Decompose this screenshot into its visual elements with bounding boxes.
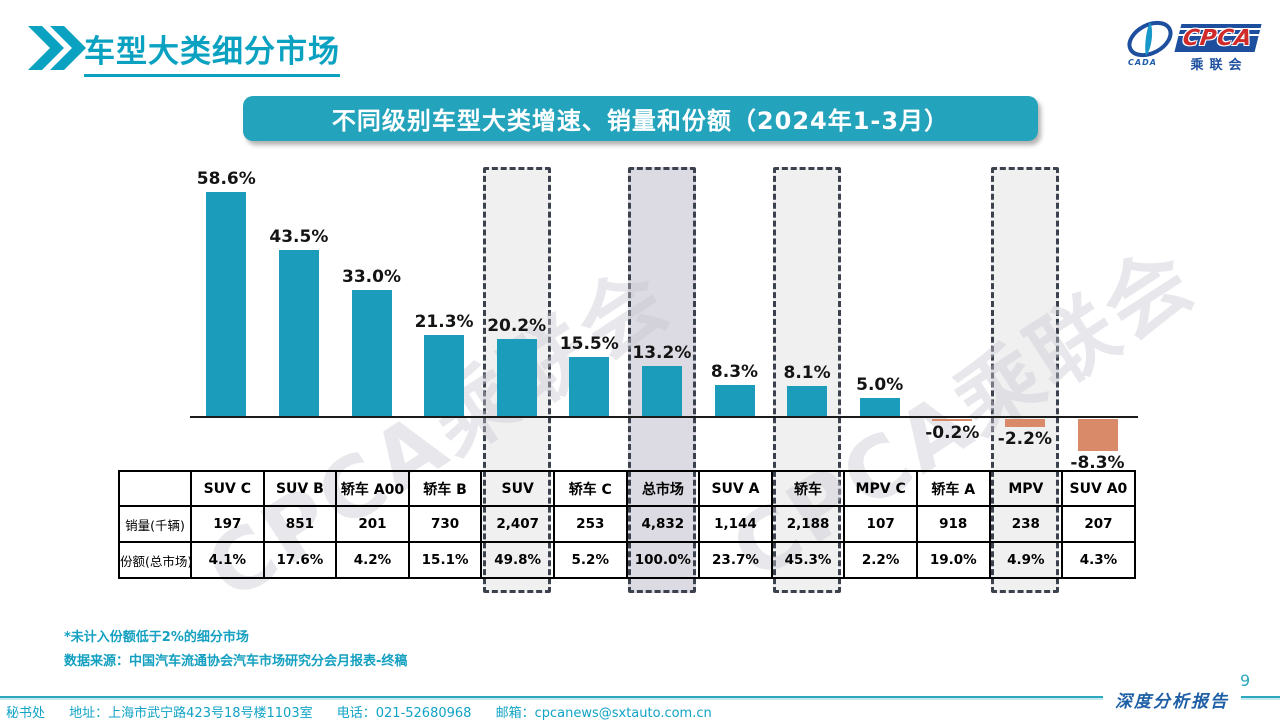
table-cell: 197 <box>190 505 265 543</box>
table-cell: 107 <box>843 505 918 543</box>
table-cell: 4,832 <box>625 505 701 543</box>
table-header-cell: 轿车 A <box>915 470 991 507</box>
footer-email[interactable]: 邮箱：cpcanews@sxtauto.com.cn <box>495 706 712 720</box>
bar <box>714 385 755 417</box>
cpca-label: CPCA <box>1181 25 1255 51</box>
table-header-cell: 轿车 C <box>552 470 628 507</box>
cpca-logo: CADA CPCA 乘联会 <box>1124 16 1262 73</box>
bar <box>932 419 973 421</box>
table-row-label: 销量(千辆) <box>118 505 192 543</box>
bar-value-label: 20.2% <box>487 316 547 337</box>
bar <box>641 366 682 417</box>
bar <box>206 191 247 417</box>
table-cell: 4.3% <box>1061 541 1136 579</box>
footer-secretariat: 秘书处 <box>6 706 46 720</box>
page-number: 9 <box>1240 671 1251 690</box>
data-source-note: 数据来源：中国汽车流通协会汽车市场研究分会月报表-终稿 <box>64 654 408 669</box>
bar-value-label: 33.0% <box>342 267 401 288</box>
table-header-cell: SUV B <box>262 470 338 507</box>
bar-value-label: 8.1% <box>783 362 831 383</box>
table-cell: 730 <box>407 505 483 543</box>
table-cell: 2.2% <box>843 541 918 579</box>
table-cell: 19.0% <box>915 541 991 579</box>
table-header-cell: SUV <box>480 470 555 507</box>
bar-value-label: 58.6% <box>196 168 256 189</box>
table-cell: 15.1% <box>407 541 483 579</box>
table-header-cell: SUV A0 <box>1061 470 1136 507</box>
table-cell: 5.2% <box>552 541 628 579</box>
x-axis-line <box>190 416 1138 418</box>
table-cell: 2,407 <box>480 505 555 543</box>
page-title: 车型大类细分市场 <box>84 26 340 77</box>
bar <box>787 385 828 417</box>
bar <box>278 249 319 417</box>
footnote: *未计入份额低于2%的细分市场 <box>64 630 249 645</box>
table-header-cell: 总市场 <box>625 470 701 507</box>
table-header-cell: 轿车 <box>770 470 846 507</box>
bar-value-label: 21.3% <box>414 312 474 333</box>
bar-value-label: 15.5% <box>559 334 619 355</box>
table-corner-cell <box>118 470 192 507</box>
report-type-label: 深度分析报告 <box>1103 687 1241 712</box>
table-cell: 851 <box>262 505 338 543</box>
bar-value-label: 5.0% <box>856 374 904 395</box>
bar-value-label: -0.2% <box>925 422 980 443</box>
table-cell: 201 <box>335 505 410 543</box>
table-row-label: 份额(总市场) <box>118 541 192 579</box>
table-header-cell: 轿车 A00 <box>335 470 410 507</box>
bar <box>569 357 610 417</box>
footer-contact: 秘书处 地址：上海市武宁路423号18号楼1103室 电话：021-526809… <box>6 702 732 720</box>
cpca-logo-ellipse-icon <box>1127 20 1173 58</box>
table-cell: 253 <box>552 505 628 543</box>
table-header-cell: SUV C <box>190 470 265 507</box>
segment-data-table: SUV C SUV B 轿车 A00 轿车 B SUV 轿车 C 总市场 SUV A 轿车 MPV… <box>118 470 1136 579</box>
table-cell: 238 <box>988 505 1064 543</box>
bar-value-label: 43.5% <box>269 226 329 247</box>
table-cell: 49.8% <box>480 541 555 579</box>
cpca-logo-band: CPCA <box>1174 24 1262 52</box>
cpca-chinese-label: 乘联会 <box>1190 58 1248 73</box>
bar <box>424 335 465 417</box>
table-cell: 2,188 <box>770 505 846 543</box>
table-cell: 17.6% <box>262 541 338 579</box>
bar <box>1004 419 1045 428</box>
bar <box>351 290 392 417</box>
footer-phone: 电话：021-52680968 <box>336 706 472 720</box>
table-header-cell: 轿车 B <box>407 470 483 507</box>
table-cell: 45.3% <box>770 541 846 579</box>
chart-title-banner: 不同级别车型大类增速、销量和份额（2024年1-3月） <box>243 96 1038 141</box>
bar-value-label: 8.3% <box>710 362 759 383</box>
bar <box>1077 419 1118 451</box>
bar <box>859 397 900 417</box>
table-cell: 4.9% <box>988 541 1064 579</box>
table-cell: 207 <box>1061 505 1136 543</box>
table-header-cell: MPV C <box>843 470 918 507</box>
bar <box>496 339 537 417</box>
table-cell: 4.1% <box>190 541 265 579</box>
table-cell: 23.7% <box>698 541 773 579</box>
table-cell: 1,144 <box>698 505 773 543</box>
table-cell: 4.2% <box>335 541 410 579</box>
table-header-cell: SUV A <box>698 470 773 507</box>
cada-label: CADA <box>1128 58 1157 67</box>
footer-divider <box>0 696 1280 698</box>
bar-value-label: -8.3% <box>1070 452 1125 473</box>
bar-value-label: -2.2% <box>997 429 1052 450</box>
table-header-cell: MPV <box>988 470 1064 507</box>
double-chevron-icon <box>28 26 86 70</box>
table-cell: 918 <box>915 505 991 543</box>
bar-value-label: 13.2% <box>632 343 692 364</box>
footer-address: 地址：上海市武宁路423号18号楼1103室 <box>69 706 313 720</box>
table-cell: 100.0% <box>625 541 701 579</box>
